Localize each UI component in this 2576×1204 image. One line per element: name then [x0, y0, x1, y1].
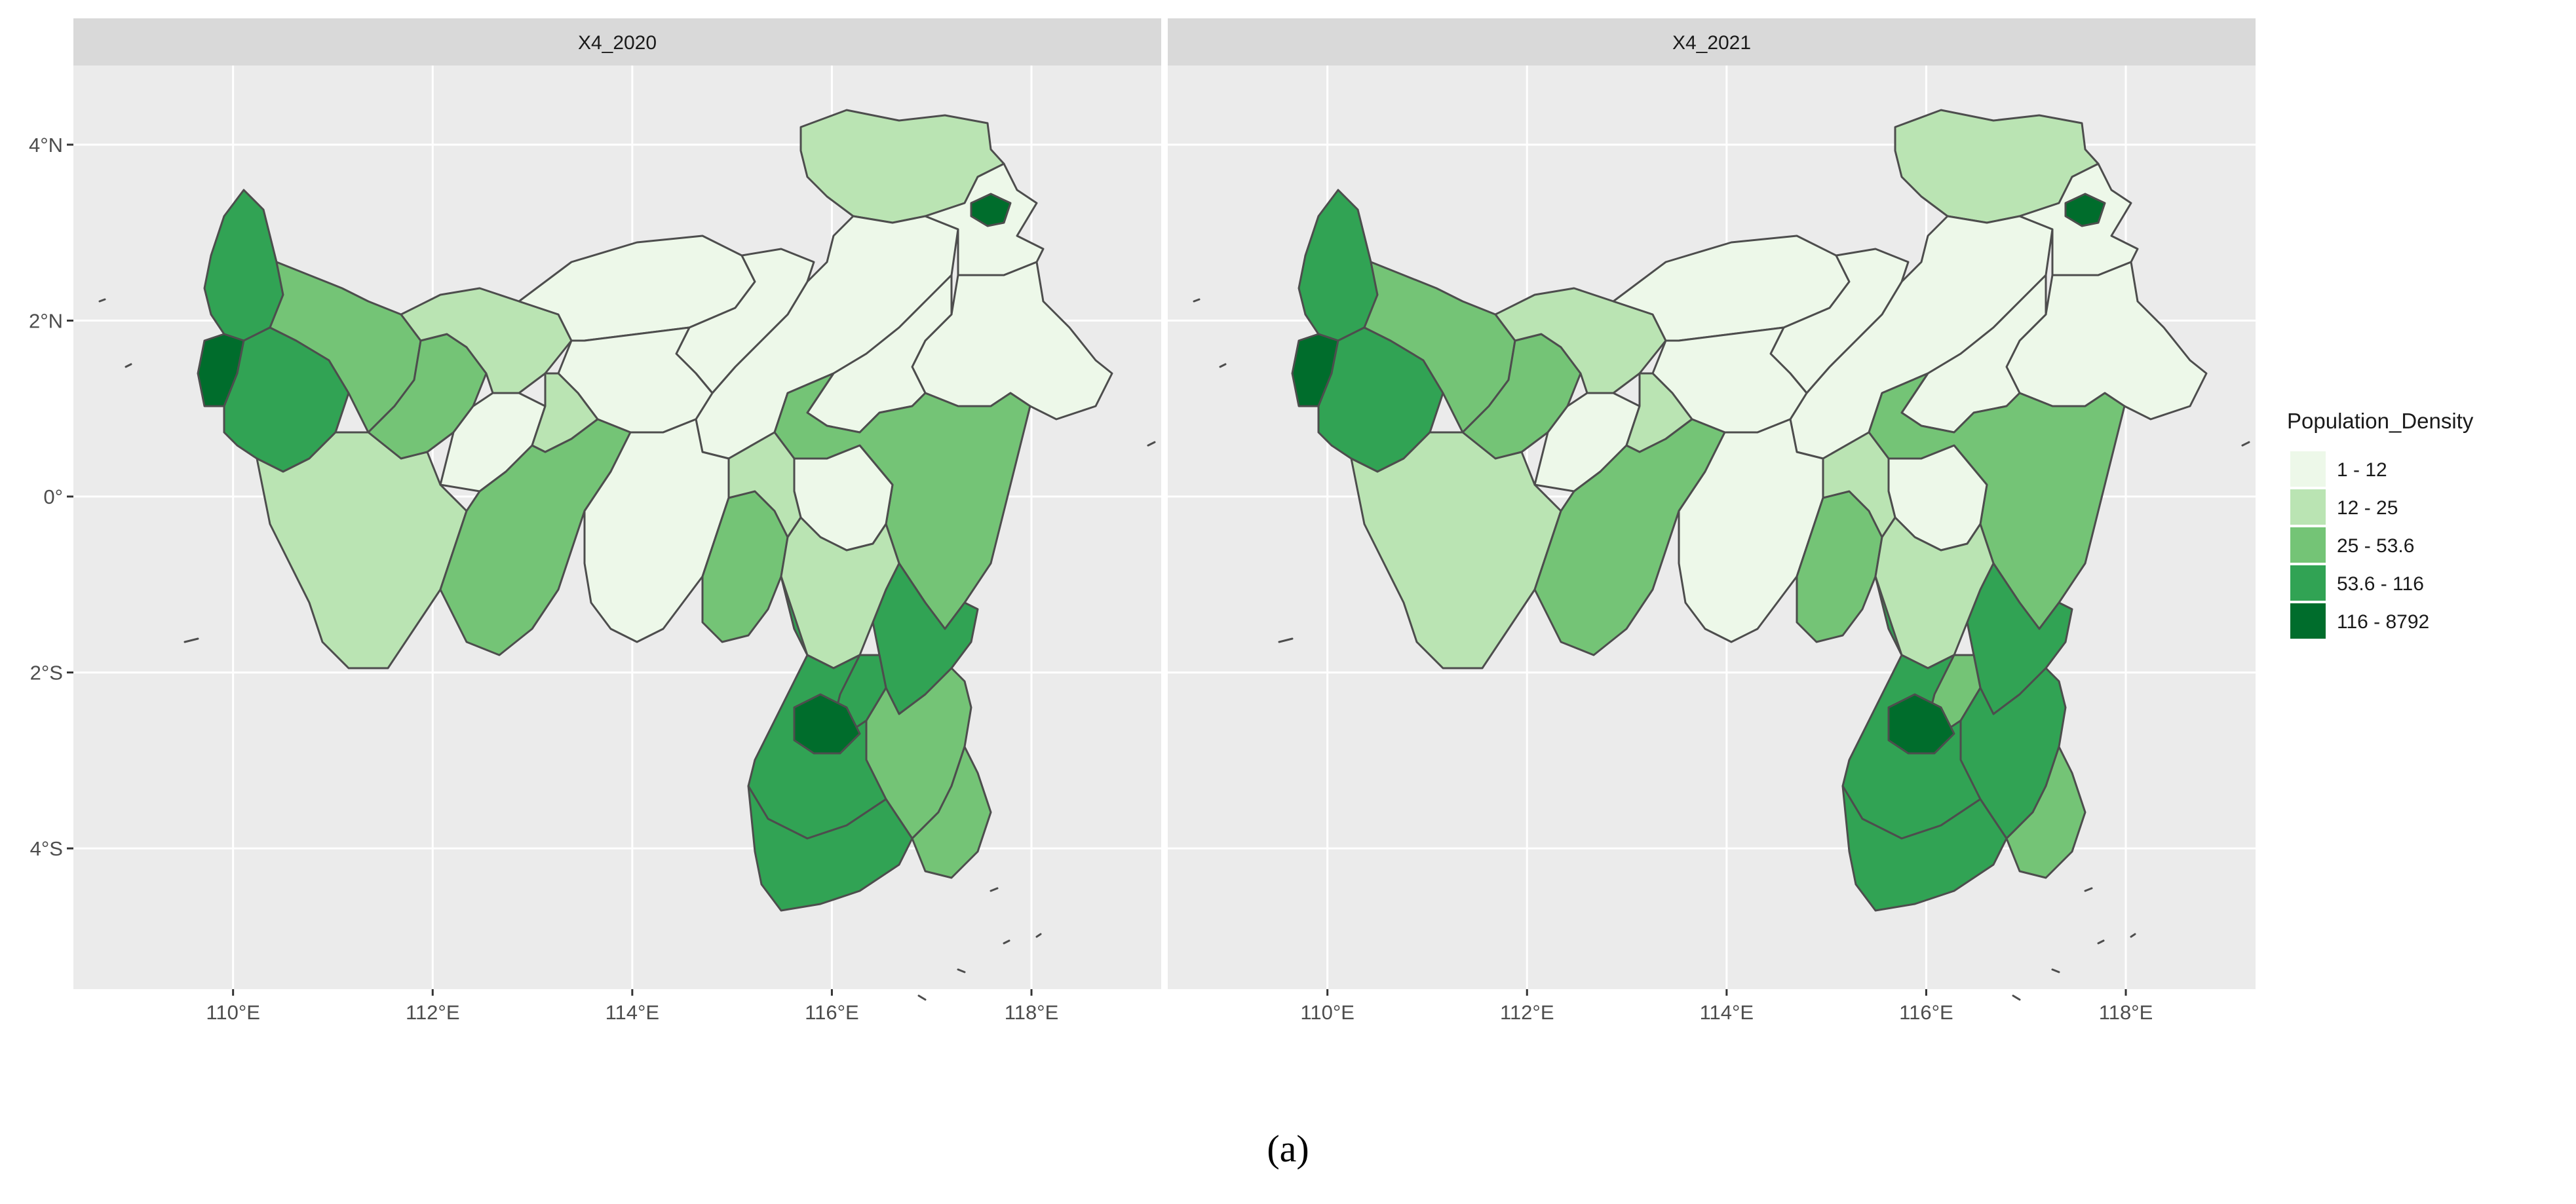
legend-key: [2289, 564, 2327, 602]
island-mark: [2241, 441, 2250, 447]
legend-label: 1 - 12: [2337, 459, 2387, 481]
facet-strip-label: X4_2020: [578, 32, 657, 54]
legend-label: 53.6 - 116: [2337, 573, 2424, 595]
island-mark: [917, 994, 927, 1001]
facet-strip: [73, 18, 1161, 66]
island-mark: [2130, 933, 2136, 938]
island-mark: [1147, 441, 1156, 447]
legend-key: [2289, 526, 2327, 564]
y-tick-label: 0°: [43, 485, 63, 508]
legend: Population_Density 1 - 12 12 - 25 25 - 53.6…: [2287, 409, 2474, 640]
x-tick-label: 112°E: [406, 1001, 460, 1024]
region-layer: [98, 109, 1156, 1001]
region-banjarmasin: [1887, 693, 1955, 755]
island-mark: [1278, 637, 1294, 643]
facet-strip: [1168, 18, 2256, 66]
figure-caption: (a): [1267, 1127, 1309, 1170]
region-south_coast: [1841, 785, 2008, 912]
island-mark: [990, 887, 999, 892]
region-south_east: [911, 745, 992, 879]
region-ne_archipelago: [2064, 193, 2106, 227]
x-tick-label: 110°E: [206, 1001, 260, 1024]
legend-key: [2289, 488, 2327, 526]
facet-panels: X4_2020 110°E 112°E 114°E 116°E 118°E 4°N 2°N 0°…: [29, 18, 2256, 1024]
region-south_coast: [747, 785, 913, 912]
map-panel-2: X4_2021 110°E 112°E 114°E 116°E 118°E: [1168, 18, 2256, 1024]
x-tick-label: 110°E: [1300, 1001, 1355, 1024]
region-kapuas_hulu: [675, 248, 815, 394]
region-west_coast_mid: [1317, 326, 1444, 473]
island-mark: [2097, 939, 2105, 945]
x-tick-label: 116°E: [805, 1001, 859, 1024]
x-tick-label: 118°E: [1005, 1001, 1059, 1024]
region-central_south_b: [583, 418, 730, 643]
x-tick-label: 118°E: [2099, 1001, 2153, 1024]
region-layer: [1193, 109, 2250, 1001]
y-tick-label: 2°N: [29, 309, 63, 332]
x-tick-label: 112°E: [1500, 1001, 1554, 1024]
region-south_east: [2005, 745, 2086, 879]
region-west_coast_mid: [223, 326, 350, 473]
x-tick-label: 116°E: [1899, 1001, 1953, 1024]
island-mark: [2051, 968, 2060, 973]
island-mark: [1193, 298, 1201, 303]
legend-label: 25 - 53.6: [2337, 535, 2414, 557]
region-banjarmasin: [793, 693, 861, 755]
legend-key: [2289, 602, 2327, 640]
y-tick-label: 4°N: [29, 134, 63, 157]
y-tick-label: 4°S: [30, 837, 63, 860]
island-mark: [98, 298, 106, 303]
legend-key: [2289, 450, 2327, 488]
island-mark: [1219, 363, 1227, 368]
island-mark: [1035, 933, 1042, 938]
region-west_interior_c: [1494, 287, 1667, 394]
map-panel-1: X4_2020 110°E 112°E 114°E 116°E 118°E 4°N 2°N 0°…: [29, 18, 1161, 1024]
legend-label: 12 - 25: [2337, 497, 2398, 519]
y-tick-label: 2°S: [30, 662, 63, 685]
x-tick-label: 114°E: [1700, 1001, 1754, 1024]
island-mark: [957, 968, 966, 973]
facet-strip-label: X4_2021: [1672, 32, 1751, 54]
region-west_interior_c: [400, 287, 573, 394]
region-ne_archipelago: [970, 193, 1012, 227]
legend-title: Population_Density: [2287, 409, 2474, 433]
region-kapuas_hulu: [1769, 248, 1910, 394]
legend-label: 116 - 8792: [2337, 611, 2429, 633]
island-mark: [125, 363, 132, 368]
island-mark: [183, 637, 199, 643]
island-mark: [2012, 994, 2021, 1001]
region-central_south_b: [1678, 418, 1824, 643]
island-mark: [2084, 887, 2093, 892]
island-mark: [1003, 939, 1010, 945]
x-tick-label: 114°E: [606, 1001, 660, 1024]
